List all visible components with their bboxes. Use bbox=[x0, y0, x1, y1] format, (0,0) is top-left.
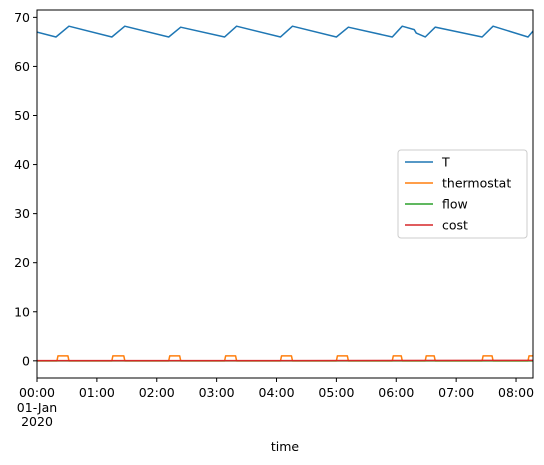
x-axis-title: time bbox=[271, 439, 300, 454]
y-tick-label: 50 bbox=[14, 108, 30, 123]
x-tick-label: 08:00 bbox=[498, 385, 534, 400]
legend-label-flow: flow bbox=[442, 197, 468, 212]
x-tick-sublabel: 01-Jan bbox=[17, 400, 57, 415]
y-axis: 0 10 20 30 40 50 60 70 bbox=[14, 10, 37, 368]
y-tick-label: 20 bbox=[14, 255, 30, 270]
x-tick-label: 04:00 bbox=[259, 385, 295, 400]
x-tick-label: 07:00 bbox=[438, 385, 474, 400]
y-tick-label: 0 bbox=[22, 353, 30, 368]
x-tick-sublabel: 2020 bbox=[21, 414, 53, 429]
x-tick-label: 05:00 bbox=[318, 385, 354, 400]
x-tick-label: 03:00 bbox=[199, 385, 235, 400]
x-tick-label: 06:00 bbox=[378, 385, 414, 400]
x-tick-label: 02:00 bbox=[139, 385, 175, 400]
y-tick-label: 60 bbox=[14, 59, 30, 74]
legend-label-thermostat: thermostat bbox=[442, 176, 511, 191]
legend-box bbox=[397, 149, 528, 239]
x-tick-label: 00:00 bbox=[19, 385, 55, 400]
plot-frame bbox=[36, 9, 534, 379]
plot-series-layer bbox=[37, 25, 533, 362]
y-tick-label: 10 bbox=[14, 304, 30, 319]
y-tick-label: 40 bbox=[14, 157, 30, 172]
y-tick-label: 70 bbox=[14, 10, 30, 25]
series-line-T bbox=[37, 25, 533, 38]
legend-label-cost: cost bbox=[442, 218, 468, 233]
x-tick-label: 01:00 bbox=[79, 385, 115, 400]
legend-label-T: T bbox=[441, 155, 450, 170]
y-tick-label: 30 bbox=[14, 206, 30, 221]
